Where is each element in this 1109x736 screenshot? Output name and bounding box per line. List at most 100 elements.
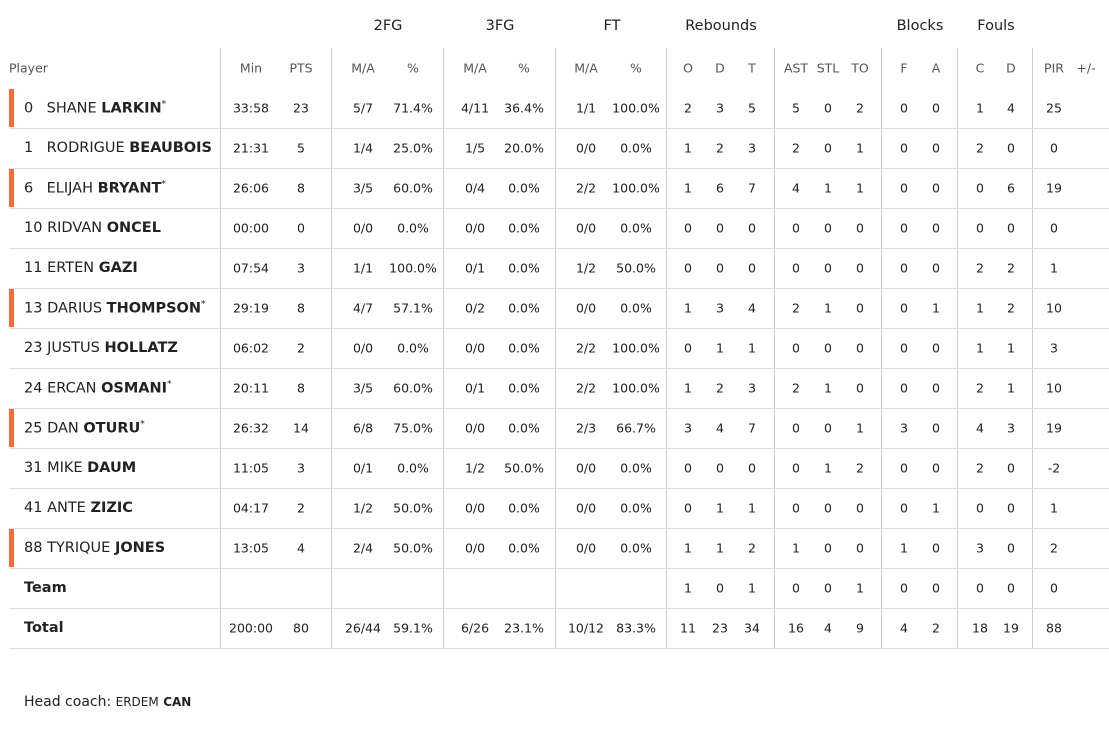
stat-cell: -2 xyxy=(1047,460,1061,476)
stat-cell: 0 xyxy=(932,380,940,396)
stat-cell: 100.0% xyxy=(389,260,437,276)
stat-cell: 0.0% xyxy=(620,140,652,156)
stat-cell: 0.0% xyxy=(620,500,652,516)
stat-cell: 0 xyxy=(792,220,800,236)
stat-cell: 0 xyxy=(856,540,864,556)
stat-cell: 1 xyxy=(824,180,832,196)
stat-cell: 9 xyxy=(856,620,864,636)
stat-cell: 0.0% xyxy=(508,180,540,196)
stat-cell: 1 xyxy=(824,380,832,396)
stat-cell: 1 xyxy=(824,300,832,316)
stat-cell: 11:05 xyxy=(232,460,270,476)
stat-cell: 1 xyxy=(1050,260,1058,276)
stat-cell: 0 xyxy=(932,460,940,476)
stat-cell: 0 xyxy=(976,580,984,596)
player-first: ELIJAH xyxy=(46,180,93,197)
stat-cell: 50.0% xyxy=(616,260,656,276)
stat-cell: 0/4 xyxy=(464,180,486,196)
stat-cell: 0.0% xyxy=(508,500,540,516)
stat-cell: 1/1 xyxy=(575,100,597,116)
stat-cell: 23.1% xyxy=(504,620,544,636)
stat-cell: 3 xyxy=(900,420,908,436)
group-header: Blocks xyxy=(896,18,944,34)
head-coach: Head coach: ERDEM CAN xyxy=(24,694,191,710)
column-header: PTS xyxy=(289,60,313,76)
player-name: 13 DARIUS THOMPSON* xyxy=(24,300,206,317)
stat-cell: 4 xyxy=(792,180,800,196)
column-header: AST xyxy=(783,60,809,76)
stat-cell: 1/2 xyxy=(575,260,597,276)
stat-cell: 7 xyxy=(748,180,756,196)
starter-mark: * xyxy=(167,379,172,390)
player-first: ERCAN xyxy=(47,380,97,397)
stat-cell: 0.0% xyxy=(397,460,429,476)
stat-cell: 0 xyxy=(900,580,908,596)
player-last: LARKIN xyxy=(101,100,162,117)
stat-cell: 0 xyxy=(684,340,692,356)
highlight-bar xyxy=(9,529,14,567)
stat-cell: 0 xyxy=(684,220,692,236)
group-header: FT xyxy=(603,18,621,34)
stat-cell: 10 xyxy=(1046,300,1062,316)
stat-cell: 1/2 xyxy=(464,460,486,476)
stat-cell: 1 xyxy=(716,500,724,516)
stat-cell: 0 xyxy=(297,220,305,236)
stat-cell: 20:11 xyxy=(232,380,270,396)
stat-cell: 0 xyxy=(900,380,908,396)
stat-cell: 19 xyxy=(1046,420,1062,436)
column-separator xyxy=(881,48,882,649)
stat-cell: 0.0% xyxy=(508,340,540,356)
stat-cell: 4/11 xyxy=(460,100,490,116)
highlight-bar xyxy=(9,289,14,327)
column-header: Min xyxy=(239,60,263,76)
stat-cell: 0 xyxy=(792,260,800,276)
group-header: 2FG xyxy=(373,18,403,34)
highlight-bar xyxy=(9,409,14,447)
column-header: M/A xyxy=(351,60,375,76)
stat-cell: 0.0% xyxy=(620,540,652,556)
stat-cell: 0 xyxy=(792,460,800,476)
column-header: M/A xyxy=(463,60,487,76)
player-number: 24 xyxy=(24,380,43,397)
stat-cell: 0 xyxy=(748,220,756,236)
stat-cell: 2 xyxy=(932,620,940,636)
player-name: 41 ANTE ZIZIC xyxy=(24,500,133,516)
stat-cell: 5/7 xyxy=(352,100,374,116)
stat-cell: 4 xyxy=(1007,100,1015,116)
stat-cell: 3 xyxy=(716,300,724,316)
player-number: 13 xyxy=(24,300,43,317)
stat-cell: 0 xyxy=(1007,140,1015,156)
stat-cell: 100.0% xyxy=(612,380,660,396)
stat-cell: 0 xyxy=(716,580,724,596)
stat-cell: 0 xyxy=(748,260,756,276)
stat-cell: 0 xyxy=(932,580,940,596)
stat-cell: 2/2 xyxy=(575,380,597,396)
player-first: DARIUS xyxy=(47,300,103,317)
stat-cell: 0/0 xyxy=(575,500,597,516)
stat-cell: 4 xyxy=(976,420,984,436)
stat-cell: 1 xyxy=(976,100,984,116)
player-first: JUSTUS xyxy=(47,340,100,356)
stat-cell: 2 xyxy=(716,380,724,396)
player-name: 10 RIDVAN ONCEL xyxy=(24,220,161,236)
player-last: GAZI xyxy=(98,260,138,276)
column-header: T xyxy=(748,60,756,76)
stat-cell: 0 xyxy=(1007,500,1015,516)
group-header: Rebounds xyxy=(685,18,757,34)
stat-cell: 1 xyxy=(748,500,756,516)
stat-cell: 3 xyxy=(1050,340,1058,356)
stat-cell: 2 xyxy=(1007,260,1015,276)
stat-cell: 2/4 xyxy=(352,540,374,556)
row-line xyxy=(9,408,1109,409)
stat-cell: 26:32 xyxy=(232,420,270,436)
row-line xyxy=(9,328,1109,329)
stat-cell: 25.0% xyxy=(393,140,433,156)
stat-cell: 0/0 xyxy=(575,220,597,236)
stat-cell: 10 xyxy=(1046,380,1062,396)
stat-cell: 1 xyxy=(684,380,692,396)
stat-cell: 0.0% xyxy=(397,340,429,356)
stat-cell: 19 xyxy=(1003,620,1019,636)
stat-cell: 1 xyxy=(684,580,692,596)
stat-cell: 36.4% xyxy=(504,100,544,116)
stat-cell: 1 xyxy=(856,140,864,156)
